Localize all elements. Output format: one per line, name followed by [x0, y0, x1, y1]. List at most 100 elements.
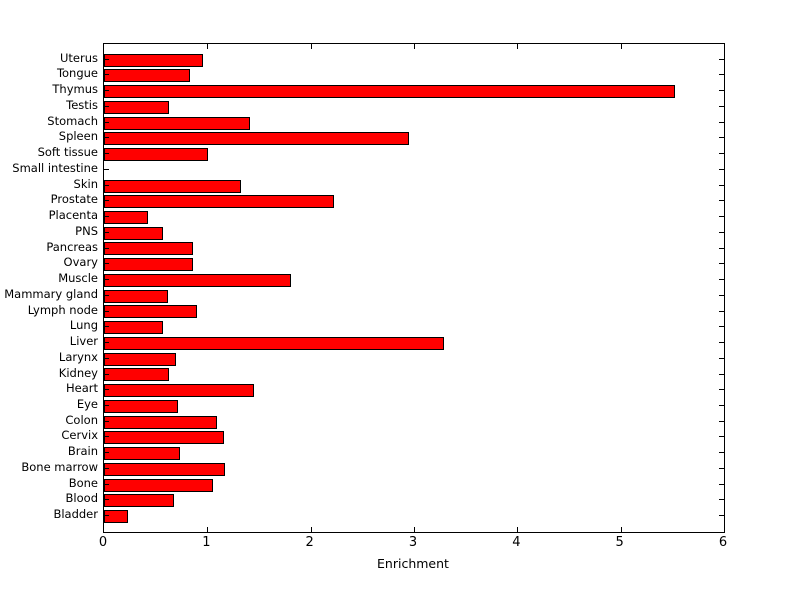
bar-tongue: [104, 69, 190, 83]
bar-thymus: [104, 85, 676, 99]
x-tick-mark-top: [414, 44, 415, 49]
bar-prostate: [104, 195, 335, 209]
y-axis-label-larynx: Larynx: [58, 349, 98, 364]
x-tick-label-5: 5: [615, 535, 624, 550]
bar-lung: [104, 321, 163, 335]
y-tick-mark: [104, 121, 109, 123]
x-axis-tick-labels: 0 1 2 3 4 5 6: [99, 535, 727, 555]
y-axis-label-prostate: Prostate: [50, 192, 98, 207]
y-axis-label-pns: PNS: [75, 223, 98, 238]
y-tick-mark: [104, 247, 109, 249]
y-axis-label-eye: Eye: [76, 397, 98, 411]
x-tick-mark-bottom: [620, 527, 622, 532]
x-tick-mark-top: [517, 44, 519, 49]
bar-uterus: [104, 53, 204, 67]
y-tick-mark-right: [719, 452, 724, 454]
y-tick-mark-right: [719, 153, 724, 155]
plot-area: [103, 43, 725, 533]
y-tick-mark-right: [719, 499, 724, 501]
y-tick-mark: [104, 467, 109, 469]
y-tick-mark-right: [719, 200, 724, 202]
y-tick-mark: [104, 405, 109, 406]
y-axis-label-pancreas: Pancreas: [46, 239, 98, 254]
y-tick-mark-right: [719, 436, 724, 438]
y-axis-label-placenta: Placenta: [48, 208, 98, 223]
y-tick-mark: [104, 279, 109, 281]
y-tick-mark: [104, 105, 109, 107]
y-axis-labels: Uterus Tongue Thymus Testis Stomach Spleen Sof…: [0, 43, 98, 531]
y-axis-label-blood: Blood: [65, 491, 98, 506]
y-axis-label-muscle: Muscle: [58, 271, 98, 286]
y-tick-mark-right: [719, 373, 724, 375]
bar-bone-marrow: [104, 462, 225, 476]
y-tick-mark: [104, 342, 109, 344]
bar-liver: [104, 336, 444, 350]
bar-ovary: [104, 258, 193, 272]
y-axis-label-tongue: Tongue: [56, 66, 98, 81]
bar-muscle: [104, 273, 292, 287]
y-tick-mark: [104, 373, 109, 375]
y-axis-label-spleen: Spleen: [58, 129, 98, 144]
y-axis-label-small-intestine: Small intestine: [12, 160, 98, 175]
x-tick-label-6: 6: [718, 535, 728, 550]
y-tick-mark: [104, 294, 109, 296]
y-tick-mark-right: [719, 137, 724, 139]
y-axis-label-liver: Liver: [69, 334, 98, 349]
x-tick-mark-bottom: [207, 527, 209, 532]
bar-spleen: [104, 132, 409, 146]
y-tick-mark: [104, 420, 109, 422]
y-tick-mark-right: [719, 263, 724, 265]
y-tick-mark-right: [719, 184, 724, 186]
x-tick-mark-bottom: [310, 527, 312, 532]
y-axis-label-uterus: Uterus: [59, 50, 98, 65]
x-tick-mark-top: [620, 44, 622, 49]
bar-blood: [104, 494, 175, 508]
y-tick-mark: [104, 310, 109, 312]
bar-kidney: [104, 368, 170, 382]
bar-larynx: [104, 352, 177, 366]
y-axis-label-bone-marrow: Bone marrow: [21, 459, 98, 474]
y-tick-mark: [104, 499, 109, 501]
y-tick-mark-right: [719, 483, 724, 485]
y-tick-mark-right: [719, 310, 724, 312]
bar-heart: [104, 384, 254, 398]
bar-bone: [104, 478, 213, 492]
y-tick-mark: [104, 515, 109, 517]
y-tick-mark: [104, 389, 109, 391]
bar-soft-tissue: [104, 148, 209, 162]
y-tick-mark-right: [719, 515, 724, 517]
y-axis-label-cervix: Cervix: [61, 428, 98, 443]
y-tick-mark-right: [719, 58, 724, 60]
y-tick-mark: [104, 326, 109, 328]
y-tick-mark-right: [719, 342, 724, 344]
y-tick-mark-right: [719, 74, 724, 76]
y-tick-mark-right: [719, 105, 724, 107]
y-tick-mark-right: [719, 326, 724, 328]
x-tick-mark-bottom: [414, 527, 415, 532]
y-tick-mark-right: [719, 216, 724, 218]
y-tick-mark-right: [719, 121, 724, 123]
y-axis-label-ovary: Ovary: [63, 255, 98, 270]
y-tick-mark: [104, 216, 109, 218]
y-tick-mark-right: [719, 90, 724, 92]
x-tick-label-0: 0: [98, 535, 108, 550]
bar-placenta: [104, 210, 149, 224]
y-axis-label-skin: Skin: [73, 176, 98, 191]
bar-pancreas: [104, 242, 193, 256]
y-axis-label-bladder: Bladder: [53, 507, 98, 522]
bar-pns: [104, 226, 163, 240]
y-axis-label-lymph-node: Lymph node: [27, 302, 98, 317]
y-axis-label-heart: Heart: [65, 381, 98, 396]
x-tick-mark-top: [310, 44, 312, 49]
bars-layer: [104, 44, 724, 532]
y-tick-mark-right: [719, 420, 724, 422]
bar-brain: [104, 447, 181, 461]
y-tick-mark: [104, 90, 109, 92]
y-axis-label-mammary-gland: Mammary gland: [4, 286, 98, 301]
y-tick-mark: [104, 153, 109, 155]
y-axis-label-kidney: Kidney: [58, 365, 98, 380]
bar-mammary-gland: [104, 289, 169, 303]
x-axis-title: Enrichment: [377, 556, 449, 571]
y-tick-mark: [104, 357, 109, 359]
